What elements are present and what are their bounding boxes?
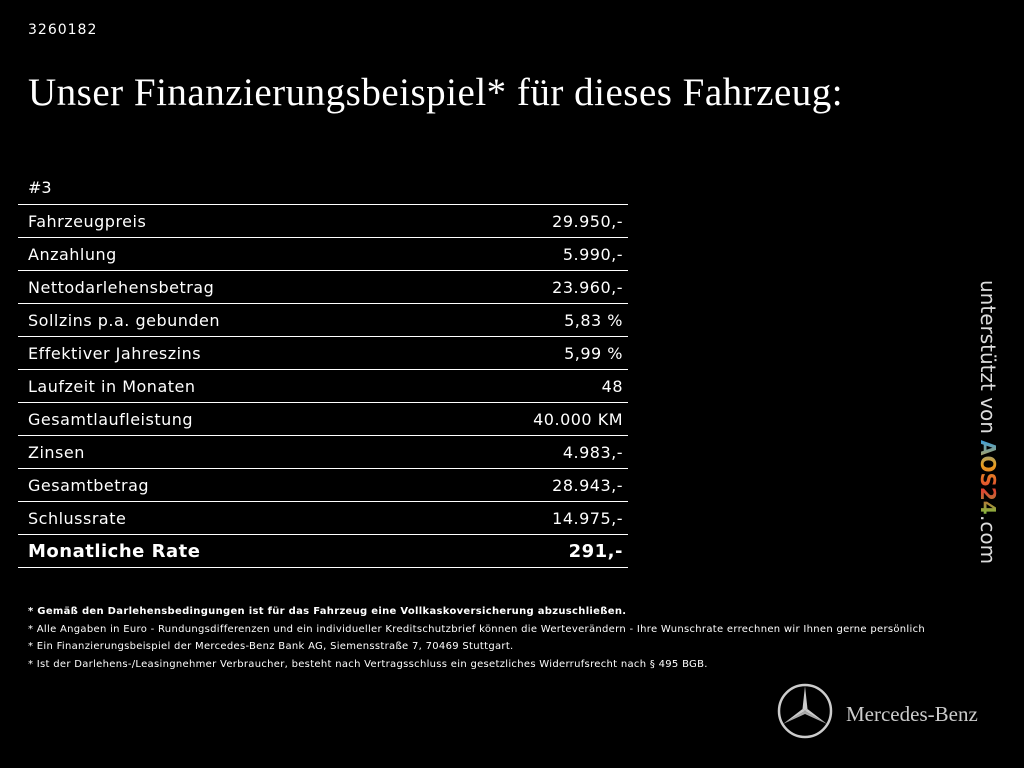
row-label: Laufzeit in Monaten <box>28 376 196 396</box>
table-row: Schlussrate 14.975,- <box>18 502 628 535</box>
sidebar: unterstützt von AOS24.com <box>976 280 1000 564</box>
table-row: Anzahlung 5.990,- <box>18 238 628 271</box>
table-row: Nettodarlehensbetrag 23.960,- <box>18 271 628 304</box>
row-value: 48 <box>601 376 623 396</box>
row-label: Sollzins p.a. gebunden <box>28 310 221 330</box>
row-label: Gesamtbetrag <box>28 475 150 495</box>
table-row: Monatliche Rate 291,- <box>18 535 628 568</box>
row-value: 23.960,- <box>552 277 623 297</box>
finance-table: #3 Fahrzeugpreis 29.950,- Anzahlung 5.990,-… <box>18 172 628 568</box>
row-label: Anzahlung <box>28 244 117 264</box>
row-label: Zinsen <box>28 442 85 462</box>
footnote: * Ein Finanzierungsbeispiel der Mercedes… <box>28 641 514 652</box>
footnotes: * Gemäß den Darlehensbedingungen ist für… <box>28 603 925 673</box>
row-value: 291,- <box>568 540 623 562</box>
footnote: * Alle Angaben in Euro - Rundungsdiffere… <box>28 623 926 635</box>
table-row: Gesamtlaufleistung 40.000 KM <box>18 403 628 436</box>
row-value: 5.990,- <box>562 244 623 264</box>
sidebar-prefix: unterstützt von <box>976 280 1000 434</box>
table-header: #3 <box>18 172 628 205</box>
table-row: Laufzeit in Monaten 48 <box>18 370 628 403</box>
row-value: 40.000 KM <box>533 409 623 429</box>
sidebar-suffix: .com <box>976 515 1000 565</box>
row-label: Schlussrate <box>28 508 127 528</box>
row-label: Gesamtlaufleistung <box>28 409 194 429</box>
table-row: Sollzins p.a. gebunden 5,83 % <box>18 304 628 337</box>
row-value: 4.983,- <box>562 442 623 462</box>
row-value: 5,99 % <box>564 343 623 363</box>
footnote: * Ist der Darlehens-/Leasingnehmer Verbr… <box>28 658 708 670</box>
row-label: Nettodarlehensbetrag <box>28 277 215 297</box>
brand-star <box>777 683 833 739</box>
row-label: Effektiver Jahreszins <box>28 343 202 363</box>
row-label: Fahrzeugpreis <box>28 211 147 231</box>
row-value: 14.975,- <box>552 508 623 528</box>
table-row: Fahrzeugpreis 29.950,- <box>18 205 628 238</box>
row-value: 29.950,- <box>552 211 623 231</box>
table-row: Effektiver Jahreszins 5,99 % <box>18 337 628 370</box>
sidebar-logo: AOS24 <box>976 440 1000 516</box>
footnote: * Gemäß den Darlehensbedingungen ist für… <box>28 606 627 617</box>
table-row: Zinsen 4.983,- <box>18 436 628 469</box>
listing-id: 3260182 <box>28 22 98 38</box>
title: Unser Finanzierungsbeispiel* für dieses … <box>28 71 844 114</box>
brand-name: Mercedes-Benz <box>846 702 978 726</box>
row-value: 5,83 % <box>564 310 623 330</box>
row-value: 28.943,- <box>552 475 623 495</box>
row-label: Monatliche Rate <box>28 540 201 562</box>
table-row: Gesamtbetrag 28.943,- <box>18 469 628 502</box>
